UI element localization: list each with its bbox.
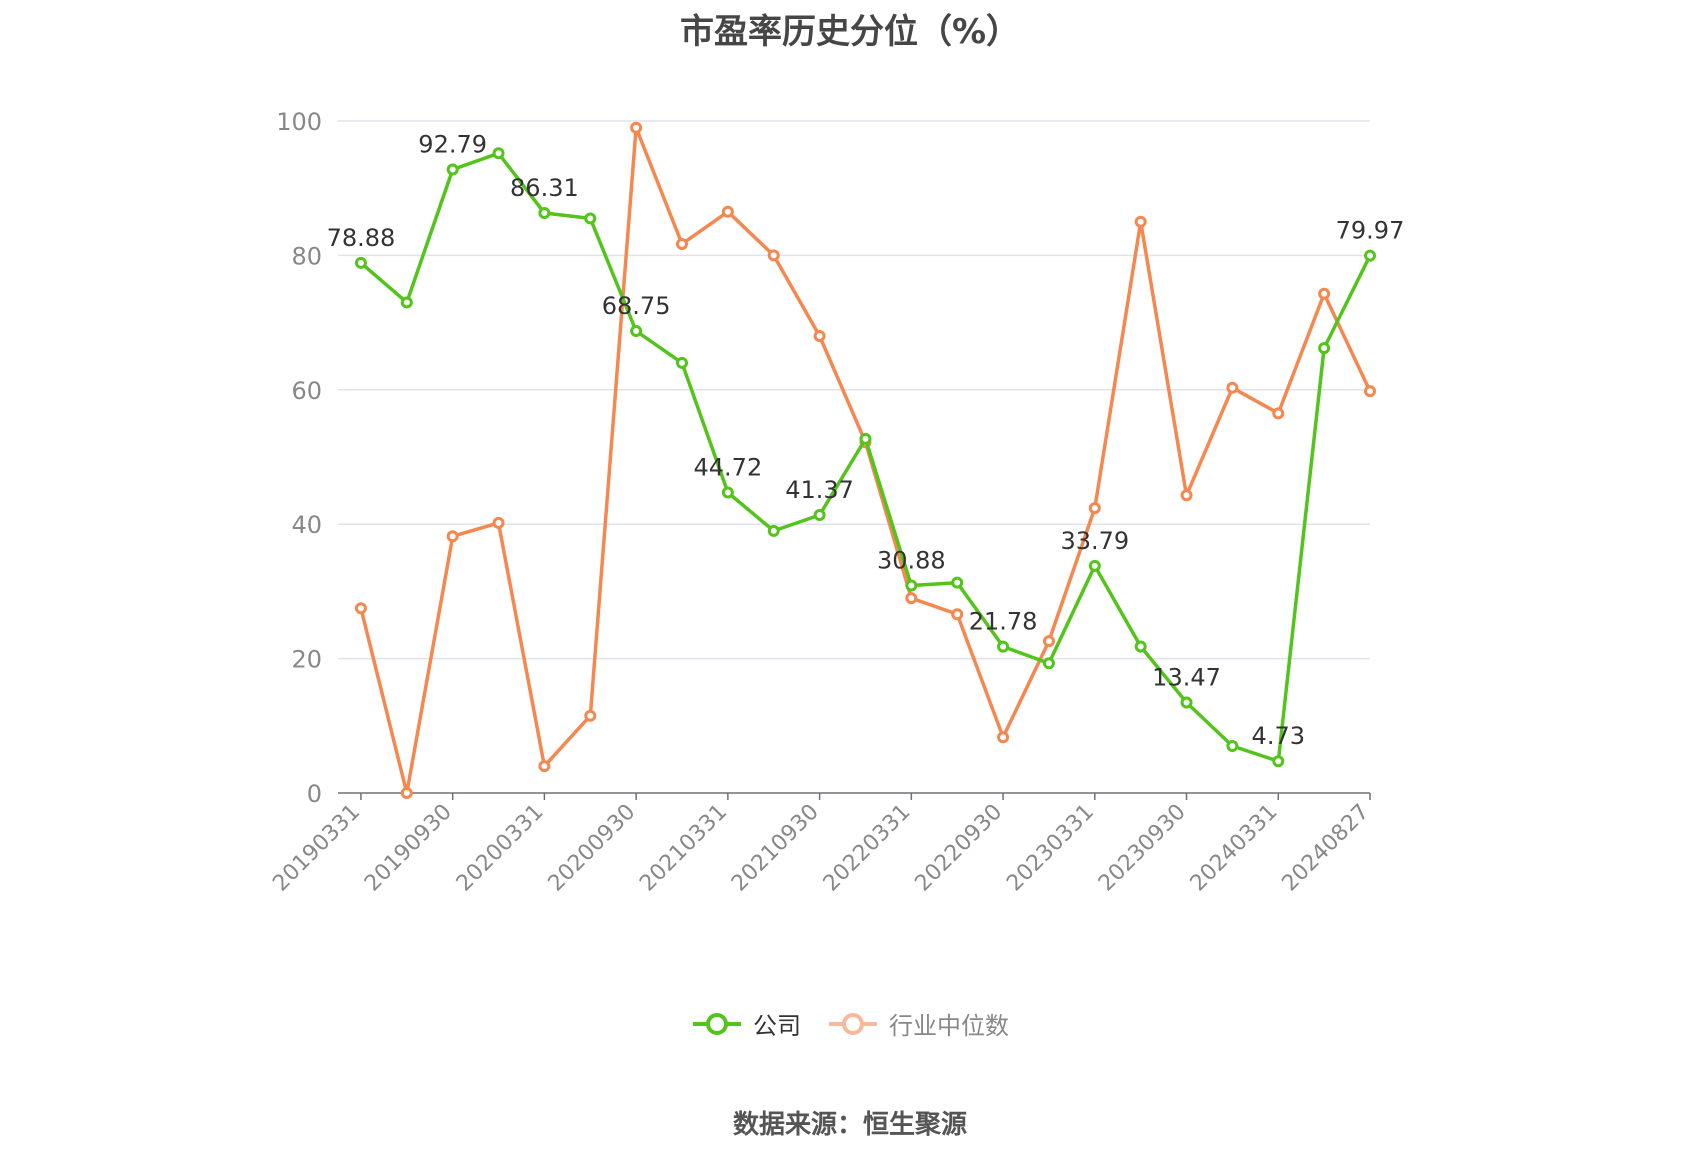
data-point-company-20201231[interactable]: [676, 356, 688, 369]
series-line-industry: [359, 125, 1372, 795]
data-point-company-20190630[interactable]: [400, 296, 413, 309]
data-point-company-20220630[interactable]: [951, 576, 964, 589]
data-point-industry-20220331[interactable]: [905, 592, 918, 605]
x-tick-label-20220930: 20220930: [910, 800, 1007, 897]
x-tick-label-20210930: 20210930: [727, 800, 824, 897]
data-label-20240827: 79.97: [1336, 217, 1405, 245]
x-tick-label-20200930: 20200930: [544, 800, 641, 897]
x-tick-label-20190331: 20190331: [268, 800, 365, 897]
data-point-company-20230930[interactable]: [1180, 696, 1193, 709]
x-tick-label-20220331: 20220331: [819, 800, 916, 897]
data-label-20220331: 30.88: [877, 546, 946, 574]
data-point-company-20190930[interactable]: [446, 163, 459, 176]
data-label-20190331: 78.88: [327, 224, 396, 252]
y-tick-label-0: 0: [307, 780, 322, 808]
data-point-company-20221231[interactable]: [1042, 657, 1055, 670]
data-label-20210331: 44.72: [694, 453, 763, 481]
data-point-industry-20240630[interactable]: [1318, 287, 1331, 300]
legend-marker-industry: [829, 1012, 877, 1035]
data-point-company-20230630[interactable]: [1134, 640, 1147, 653]
data-point-industry-20220630[interactable]: [951, 608, 964, 621]
x-tick-label-20190930: 20190930: [360, 800, 457, 897]
data-point-industry-20220930[interactable]: [997, 731, 1010, 744]
data-point-industry-20190630[interactable]: [400, 787, 413, 799]
data-point-industry-20200930[interactable]: [630, 121, 643, 134]
data-point-company-20220930[interactable]: [997, 640, 1010, 653]
legend-marker-company: [693, 1012, 741, 1035]
chart-title: 市盈率历史分位（%）: [679, 12, 1021, 52]
data-point-company-20190331[interactable]: [354, 256, 367, 269]
data-point-industry-20240331[interactable]: [1272, 407, 1285, 420]
x-tick-label-20230930: 20230930: [1094, 800, 1191, 897]
x-tick-label-20230331: 20230331: [1002, 800, 1099, 897]
data-point-industry-20210930[interactable]: [813, 330, 826, 343]
legend-label-industry: 行业中位数: [889, 1012, 1009, 1040]
data-point-industry-20230331[interactable]: [1088, 502, 1101, 515]
data-label-20200331: 86.31: [510, 174, 579, 202]
data-point-company-20240827[interactable]: [1364, 249, 1376, 262]
x-tick-label-20210331: 20210331: [635, 800, 732, 897]
data-point-company-20210630[interactable]: [767, 524, 780, 537]
data-point-industry-20190930[interactable]: [446, 530, 459, 543]
data-label-20230930: 13.47: [1152, 663, 1221, 691]
x-tick-label-20240827: 20240827: [1277, 800, 1374, 897]
x-tick-label-20240331: 20240331: [1186, 800, 1283, 897]
x-tick-label-20200331: 20200331: [452, 800, 549, 897]
data-point-company-20231231[interactable]: [1226, 739, 1239, 752]
data-point-company-20200930[interactable]: [630, 325, 643, 337]
data-point-industry-20221231[interactable]: [1042, 635, 1055, 648]
y-tick-label-20: 20: [291, 646, 322, 674]
data-point-industry-20231231[interactable]: [1226, 381, 1239, 394]
data-point-industry-20230630[interactable]: [1134, 215, 1147, 228]
data-point-company-20240630[interactable]: [1318, 342, 1331, 355]
data-label-20190930: 92.79: [418, 130, 487, 158]
data-point-industry-20190331[interactable]: [354, 602, 367, 615]
data-point-company-20220331[interactable]: [905, 579, 918, 592]
data-point-company-20200331[interactable]: [538, 206, 551, 219]
data-source: 数据来源：恒生聚源: [732, 1110, 967, 1140]
data-label-20200930: 68.75: [602, 292, 671, 320]
legend-item-industry[interactable]: 行业中位数: [827, 1006, 1009, 1041]
data-point-industry-20191231[interactable]: [492, 516, 505, 529]
data-point-industry-20240827[interactable]: [1364, 385, 1376, 398]
data-point-company-20211231[interactable]: [859, 432, 872, 445]
y-tick-label-60: 60: [291, 377, 322, 405]
legend: 公司 行业中位数: [0, 1006, 1700, 1041]
data-point-company-20210331[interactable]: [721, 486, 734, 499]
data-point-industry-20230930[interactable]: [1180, 489, 1193, 502]
data-point-industry-20201231[interactable]: [676, 237, 688, 250]
legend-label-company: 公司: [753, 1012, 801, 1040]
data-label-20240331: 4.73: [1252, 722, 1305, 750]
data-point-industry-20210630[interactable]: [767, 249, 780, 262]
data-point-company-20210930[interactable]: [813, 508, 826, 521]
y-tick-label-40: 40: [291, 511, 322, 539]
data-point-company-20240331[interactable]: [1272, 755, 1285, 768]
data-point-company-20200630[interactable]: [584, 212, 597, 225]
y-tick-label-80: 80: [291, 242, 322, 270]
data-point-company-20191231[interactable]: [492, 147, 505, 160]
legend-item-company[interactable]: 公司: [691, 1006, 801, 1041]
data-point-company-20230331[interactable]: [1088, 559, 1101, 572]
data-label-20230331: 33.79: [1060, 527, 1129, 555]
data-point-industry-20210331[interactable]: [721, 205, 734, 218]
data-point-industry-20200630[interactable]: [584, 709, 597, 722]
data-label-20220930: 21.78: [969, 608, 1038, 636]
data-label-20210930: 41.37: [785, 476, 854, 504]
data-point-industry-20200331[interactable]: [538, 760, 551, 773]
y-tick-label-100: 100: [276, 108, 322, 136]
